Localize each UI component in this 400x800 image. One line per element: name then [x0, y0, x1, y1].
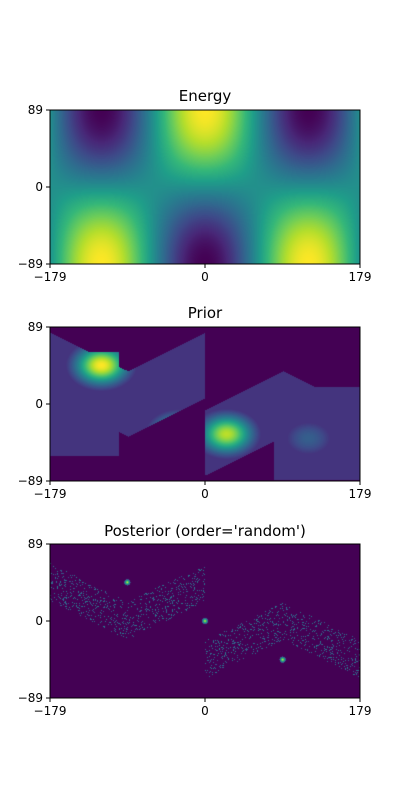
prior-ytick-top: 89 — [28, 320, 43, 334]
energy-title: Energy — [179, 87, 232, 105]
energy-xtick-right: 179 — [349, 270, 372, 284]
prior-title: Prior — [188, 304, 223, 322]
posterior-xtick-right: 179 — [349, 704, 372, 718]
energy-ytick-top: 89 — [28, 103, 43, 117]
energy-xtick-left: −179 — [34, 270, 67, 284]
prior-xtick-left: −179 — [34, 487, 67, 501]
prior-xtick-right: 179 — [349, 487, 372, 501]
posterior-heatmap — [50, 544, 360, 698]
energy-ticks — [46, 109, 361, 268]
energy-ytick-mid: 0 — [35, 180, 43, 194]
prior-ytick-bottom: −89 — [18, 474, 43, 488]
posterior-ytick-top: 89 — [28, 537, 43, 551]
energy-ytick-bottom: −89 — [18, 257, 43, 271]
posterior-ytick-bottom: −89 — [18, 691, 43, 705]
prior-panel: Prior −179 0 179 89 0 −89 — [18, 304, 372, 501]
posterior-xtick-left: −179 — [34, 704, 67, 718]
energy-panel: Energy −179 0 179 89 0 −89 — [18, 87, 372, 284]
posterior-panel: Posterior (order='random') −179 0 179 89… — [18, 522, 372, 718]
posterior-xtick-mid: 0 — [201, 704, 209, 718]
prior-xtick-mid: 0 — [201, 487, 209, 501]
posterior-ytick-mid: 0 — [35, 614, 43, 628]
energy-xtick-mid: 0 — [201, 270, 209, 284]
posterior-title: Posterior (order='random') — [104, 522, 306, 540]
prior-heatmap — [50, 327, 360, 481]
posterior-ticks — [46, 543, 361, 702]
energy-heatmap — [50, 110, 360, 264]
prior-ticks — [46, 326, 361, 485]
prior-ytick-mid: 0 — [35, 397, 43, 411]
